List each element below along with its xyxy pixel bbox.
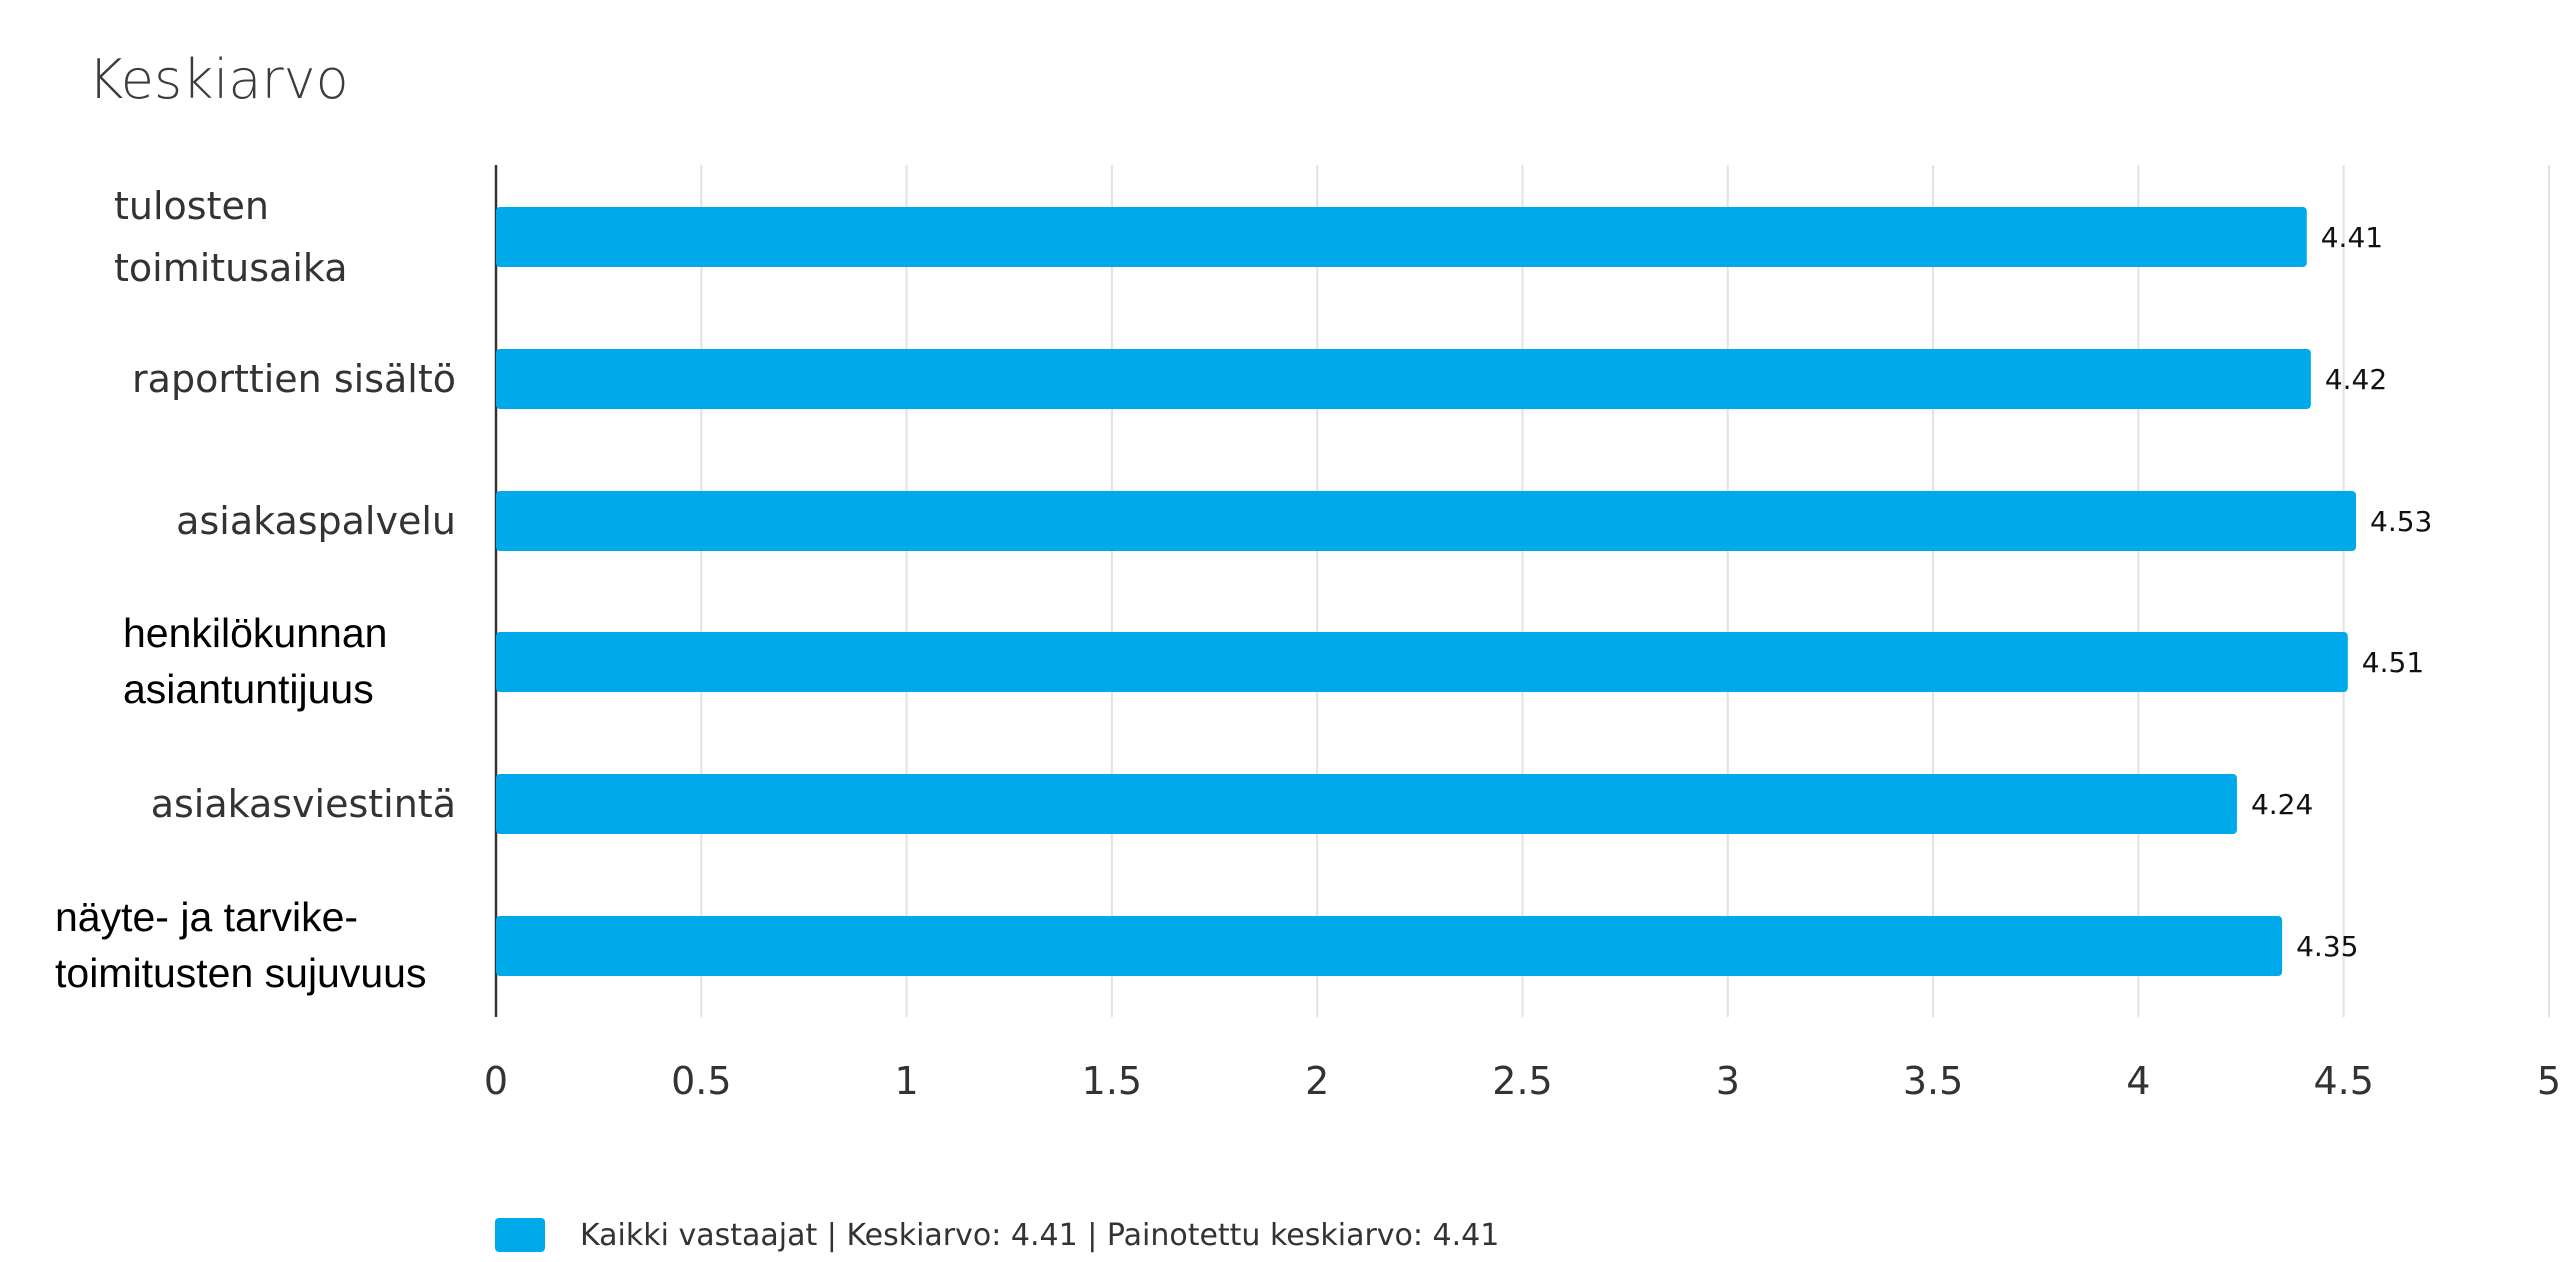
bars [496, 207, 2357, 976]
x-tick-label: 4 [2126, 1059, 2150, 1103]
x-tick-label: 3.5 [1903, 1059, 1963, 1103]
x-tick-label: 1.5 [1082, 1059, 1142, 1103]
legend[interactable]: Kaikki vastaajat | Keskiarvo: 4.41 | Pai… [495, 1218, 1499, 1253]
category-label: asiantuntijuus [123, 666, 374, 712]
data-label: 4.42 [2325, 363, 2387, 396]
category-label: raporttien sisältö [132, 357, 456, 401]
bar[interactable] [496, 916, 2283, 976]
data-labels: 4.41 4.42 4.53 4.51 4.24 4.35 [2251, 221, 2432, 963]
data-label: 4.35 [2296, 930, 2358, 963]
gridlines [494, 165, 2550, 1017]
x-tick-label: 2.5 [1492, 1059, 1552, 1103]
x-tick-label: 2 [1305, 1059, 1329, 1103]
data-label: 4.53 [2370, 505, 2432, 538]
category-label: toimitusaika [114, 246, 348, 290]
category-label: tulosten [114, 184, 269, 228]
bar[interactable] [496, 774, 2237, 834]
category-label: toimitusten sujuvuus [55, 950, 426, 996]
data-label: 4.41 [2321, 221, 2383, 254]
bar[interactable] [496, 349, 2311, 409]
x-tick-label: 4.5 [2313, 1059, 2373, 1103]
x-axis-ticks: 0 0.5 1 1.5 2 2.5 3 3.5 4 4.5 5 [484, 1059, 2561, 1103]
x-tick-label: 0.5 [671, 1059, 731, 1103]
x-tick-label: 5 [2537, 1059, 2561, 1103]
legend-swatch [495, 1218, 545, 1252]
category-label: asiakasviestintä [151, 782, 456, 826]
chart-title: Keskiarvo [88, 48, 349, 111]
legend-label: Kaikki vastaajat | Keskiarvo: 4.41 | Pai… [580, 1218, 1499, 1253]
x-tick-label: 1 [895, 1059, 919, 1103]
category-labels: tulosten toimitusaika raporttien sisältö as… [55, 184, 456, 996]
bar[interactable] [496, 632, 2348, 692]
data-label: 4.51 [2362, 646, 2424, 679]
data-label: 4.24 [2251, 788, 2313, 821]
category-label: henkilökunnan [123, 610, 387, 656]
category-label: näyte- ja tarvike- [55, 894, 358, 940]
category-label: asiakaspalvelu [176, 499, 456, 543]
bar[interactable] [496, 491, 2357, 551]
bar[interactable] [496, 207, 2307, 267]
x-tick-label: 3 [1716, 1059, 1740, 1103]
x-tick-label: 0 [484, 1059, 508, 1103]
